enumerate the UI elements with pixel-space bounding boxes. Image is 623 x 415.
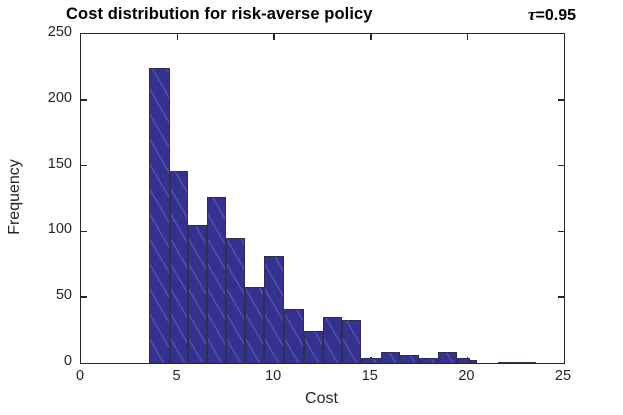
x-tick-label: 5 bbox=[172, 368, 181, 384]
y-tick-mark bbox=[81, 230, 87, 233]
x-tick-label: 25 bbox=[554, 368, 572, 384]
histogram-bar bbox=[380, 352, 400, 363]
histogram-bar bbox=[263, 256, 284, 363]
y-tick-label: 200 bbox=[47, 89, 72, 106]
x-tick-mark bbox=[466, 34, 469, 40]
x-tick-label: 15 bbox=[361, 368, 378, 384]
x-tick-label: 10 bbox=[265, 368, 282, 384]
y-tick-mark bbox=[81, 99, 87, 101]
histogram-bar bbox=[149, 68, 170, 363]
histogram-bar bbox=[283, 309, 304, 363]
tau-value: =0.95 bbox=[535, 7, 576, 24]
histogram-bar bbox=[225, 237, 246, 363]
x-tick-mark bbox=[176, 34, 179, 40]
y-tick-label: 150 bbox=[47, 155, 72, 172]
y-tick-mark bbox=[81, 164, 87, 167]
histogram-bar bbox=[169, 170, 189, 363]
y-tick-mark bbox=[558, 99, 564, 101]
plot-area bbox=[80, 33, 565, 364]
histogram-bar bbox=[188, 224, 207, 363]
x-tick-mark bbox=[273, 34, 275, 40]
x-tick-label: 0 bbox=[75, 368, 85, 384]
x-tick-mark bbox=[370, 34, 372, 40]
histogram-bar bbox=[469, 360, 478, 363]
y-tick-mark bbox=[558, 164, 564, 167]
histogram-bar bbox=[437, 352, 457, 363]
y-tick-mark bbox=[558, 296, 564, 298]
tau-symbol: τ bbox=[527, 5, 536, 24]
y-tick-mark bbox=[81, 296, 87, 298]
histogram-bar bbox=[418, 357, 438, 363]
y-axis-label: Frequency bbox=[6, 159, 23, 235]
x-tick-label: 20 bbox=[458, 368, 475, 384]
y-tick-mark bbox=[558, 230, 564, 233]
x-axis-label: Cost bbox=[305, 390, 338, 407]
histogram-bar bbox=[399, 355, 419, 363]
y-tick-label: 0 bbox=[63, 353, 72, 369]
histogram-bar bbox=[245, 286, 264, 363]
histogram-bar bbox=[303, 331, 323, 363]
histogram-bar bbox=[361, 357, 381, 363]
histogram-bar bbox=[341, 319, 362, 363]
y-tick-label: 50 bbox=[55, 287, 72, 304]
histogram-bar bbox=[456, 357, 470, 363]
histogram-bar bbox=[498, 361, 536, 363]
histogram-bar bbox=[206, 197, 226, 363]
y-tick-label: 100 bbox=[47, 221, 72, 238]
chart-title: Cost distribution for risk-averse policy bbox=[66, 5, 373, 23]
histogram-bar bbox=[322, 316, 342, 363]
tau-annotation: τ=0.95 bbox=[528, 5, 576, 25]
y-tick-label: 250 bbox=[47, 24, 72, 40]
